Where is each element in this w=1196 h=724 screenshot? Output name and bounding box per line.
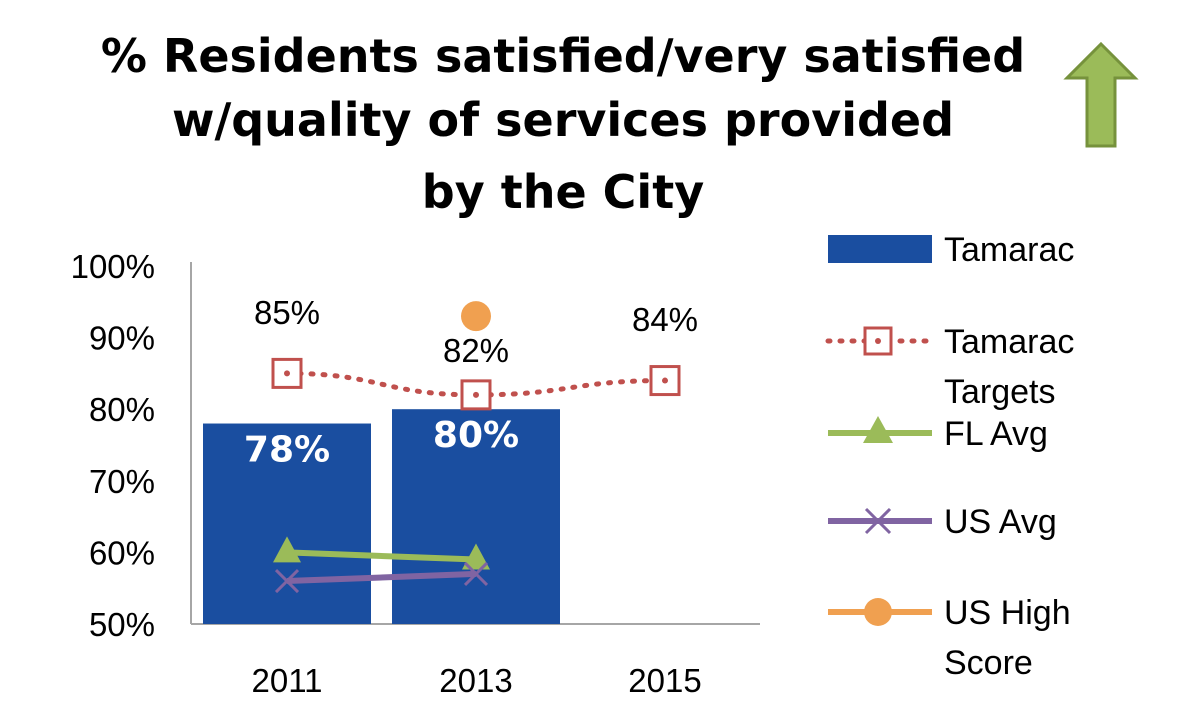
- legend-item: Tamarac: [828, 231, 1074, 269]
- legend-label: Targets: [944, 373, 1056, 411]
- legend-bar-swatch: [828, 235, 932, 263]
- fl-avg-marker: [273, 536, 301, 563]
- data-labels: 78% 80% 85% 82% 84%: [244, 294, 698, 471]
- legend-square-marker: [863, 326, 893, 356]
- legend-item: US Avg: [828, 503, 1057, 541]
- y-tick-label: 60%: [89, 534, 155, 571]
- legend-label: Tamarac: [944, 231, 1074, 269]
- x-tick-label: 2015: [628, 662, 701, 699]
- legend: Tamarac Tamarac Targets FL Avg US Avg US High…: [825, 231, 1074, 682]
- up-arrow-icon: [1063, 41, 1139, 148]
- title-line: by the City: [422, 165, 704, 219]
- legend-square-dot: [875, 338, 881, 344]
- y-tick-label: 50%: [89, 606, 155, 643]
- us-high-marker: [461, 301, 491, 332]
- legend-x-marker: [864, 507, 892, 535]
- fl-avg-line: [286, 549, 477, 563]
- legend-label: US High: [944, 594, 1071, 632]
- us-avg-marker: [274, 568, 300, 594]
- legend-label: FL Avg: [944, 415, 1048, 453]
- us-avg-marker-stroke: [274, 568, 300, 594]
- target-marker-dot: [662, 377, 668, 384]
- legend-item: Tamarac Targets: [825, 323, 1074, 411]
- us-avg-marker-stroke: [463, 561, 489, 586]
- up-arrow-shape: [1063, 41, 1139, 148]
- bar-label: 80%: [433, 415, 519, 456]
- fl-avg-marker: [462, 543, 490, 570]
- x-tick-label: 2013: [439, 662, 512, 699]
- target-label: 82%: [443, 332, 509, 369]
- bar: [203, 423, 371, 624]
- bar: [392, 409, 560, 624]
- target-marker-dot: [284, 370, 290, 377]
- chart-title: % Residents satisfied/very satisfied w/qu…: [101, 29, 1025, 219]
- y-tick-label: 100%: [71, 248, 155, 285]
- title-line: w/quality of services provided: [172, 93, 954, 147]
- target-label: 84%: [632, 301, 698, 338]
- legend-circle-marker: [864, 598, 892, 626]
- series-lines: [271, 301, 681, 594]
- target-label: 85%: [254, 294, 320, 331]
- bar-label: 78%: [244, 430, 330, 471]
- legend-label: Score: [944, 644, 1033, 682]
- title-line: % Residents satisfied/very satisfied: [101, 29, 1025, 83]
- legend-triangle-marker: [863, 416, 893, 443]
- y-tick-label: 80%: [89, 391, 155, 428]
- legend-label: US Avg: [944, 503, 1057, 541]
- us-avg-line: [286, 570, 477, 585]
- us-avg-marker: [463, 561, 489, 586]
- target-marker-dot: [473, 391, 479, 398]
- legend-label: Tamarac: [944, 323, 1074, 361]
- legend-item: FL Avg: [828, 415, 1048, 453]
- y-tick-label: 90%: [89, 320, 155, 357]
- bars: [203, 409, 560, 624]
- legend-item: US High Score: [828, 594, 1071, 682]
- y-tick-label: 70%: [89, 463, 155, 500]
- x-tick-label: 2011: [252, 662, 323, 699]
- axes: 100% 90% 80% 70% 60% 50% 2011 2013 2015: [71, 248, 760, 699]
